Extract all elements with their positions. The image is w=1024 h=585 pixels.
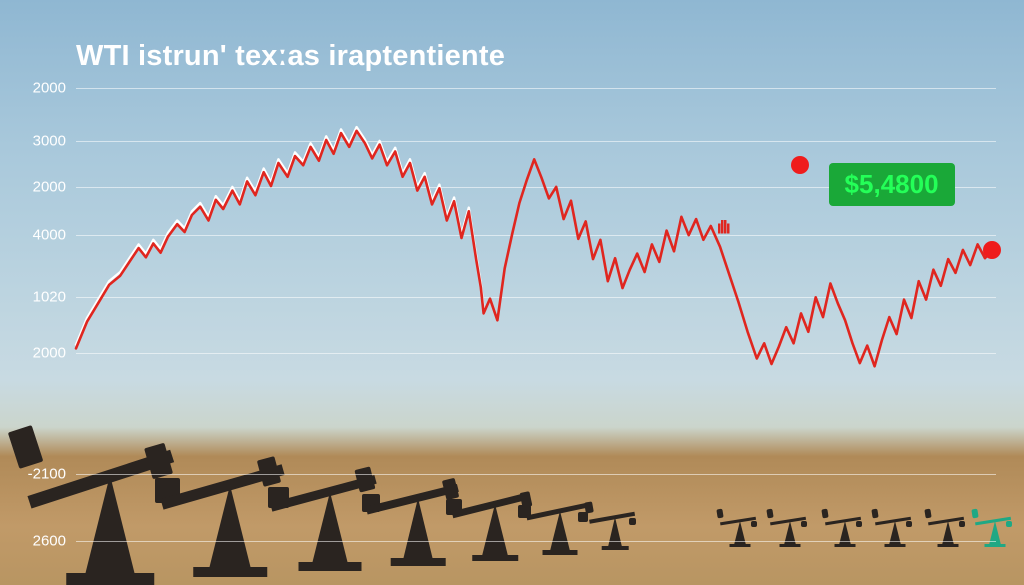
series-line-white [76, 127, 484, 345]
y-axis-label: 2000 [33, 344, 66, 361]
chart-series-svg [76, 88, 996, 548]
y-axis-label: 2000 [33, 80, 66, 97]
y-axis-label: 3000 [33, 132, 66, 149]
y-axis-label: 2600 [33, 533, 66, 550]
data-point-marker [791, 156, 809, 174]
bar-glyph-icon: ıllı [717, 218, 729, 239]
chart-title: WTI istrun' texːas iraptentiente [76, 40, 505, 73]
y-axis-label: 4000 [33, 227, 66, 244]
price-badge: $5,4800 [829, 163, 955, 206]
chart-plot-area: 200030002000400010202000-21002600 ıllı $… [76, 88, 996, 548]
y-axis-label: 2000 [33, 178, 66, 195]
chart-canvas: WTI istrun' texːas iraptentiente 2000300… [0, 0, 1024, 585]
y-axis-label: -2100 [28, 466, 66, 483]
y-axis-label: 1020 [33, 289, 66, 306]
data-point-marker [983, 241, 1001, 259]
